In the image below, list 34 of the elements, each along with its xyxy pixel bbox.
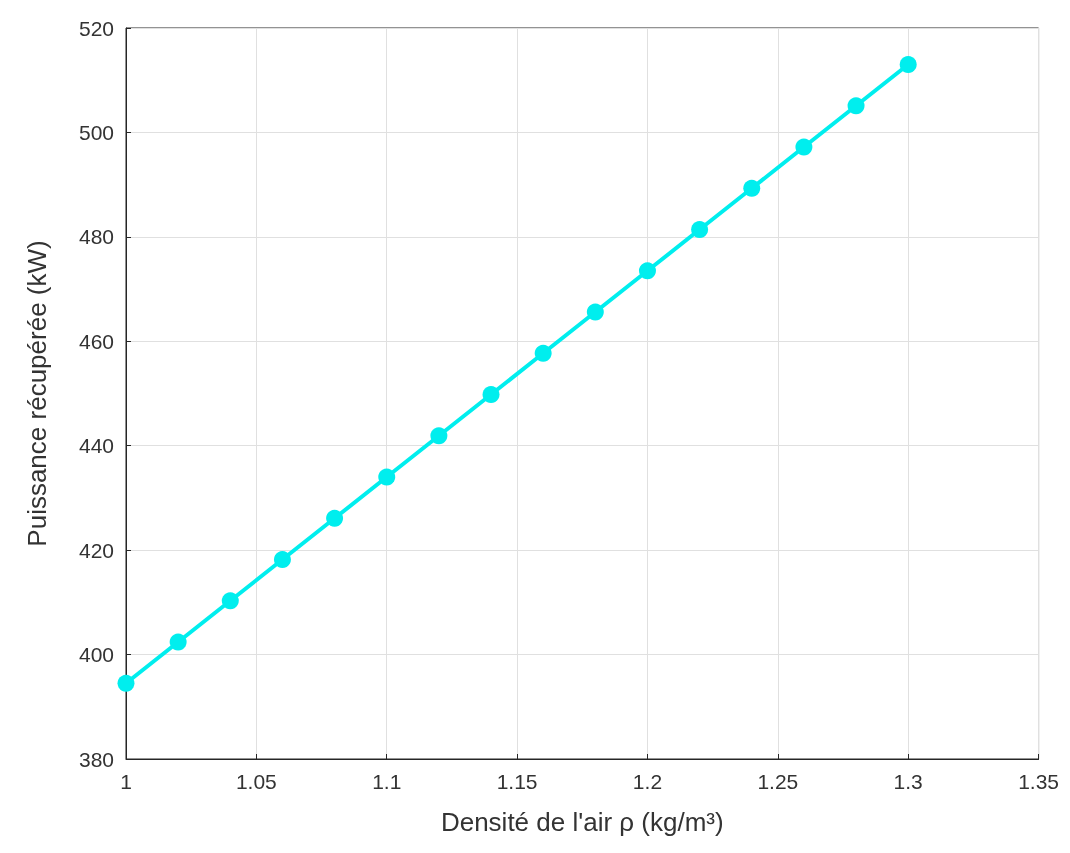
x-tick-label: 1.25: [757, 770, 799, 793]
point: [691, 221, 709, 239]
point: [795, 138, 813, 156]
x-tick-label: 1.05: [235, 770, 277, 793]
point: [221, 592, 239, 610]
x-tick-label: 1.2: [632, 770, 663, 793]
point: [586, 303, 604, 321]
x-tick-label: 1.3: [893, 770, 923, 793]
point: [534, 344, 552, 362]
point: [899, 56, 917, 74]
x-tick-label: 1.15: [496, 770, 538, 793]
y-tick-label: 380: [78, 747, 114, 771]
point: [743, 179, 761, 197]
point: [378, 468, 396, 486]
y-tick-label: 400: [78, 643, 114, 667]
point: [482, 386, 500, 404]
point: [273, 551, 291, 569]
y-tick-label: 500: [78, 120, 114, 144]
y-tick-label: 520: [78, 16, 114, 40]
point: [326, 509, 344, 527]
point: [638, 262, 656, 280]
y-tick-label: 480: [78, 225, 114, 249]
x-tick-label: 1.35: [1018, 770, 1059, 793]
x-axis-title: Densité de l'air ρ (kg/m³): [440, 807, 724, 837]
x-tick-label: 1: [120, 770, 132, 793]
point: [117, 674, 135, 692]
y-tick-label: 440: [78, 434, 114, 458]
y-tick-label: 420: [78, 538, 114, 562]
y-tick-label: 460: [78, 329, 114, 353]
point: [847, 97, 865, 115]
point: [169, 633, 187, 651]
y-axis-title: Puissance récupérée (kW): [22, 240, 52, 547]
x-tick-label: 1.1: [372, 770, 402, 793]
point: [430, 427, 448, 445]
